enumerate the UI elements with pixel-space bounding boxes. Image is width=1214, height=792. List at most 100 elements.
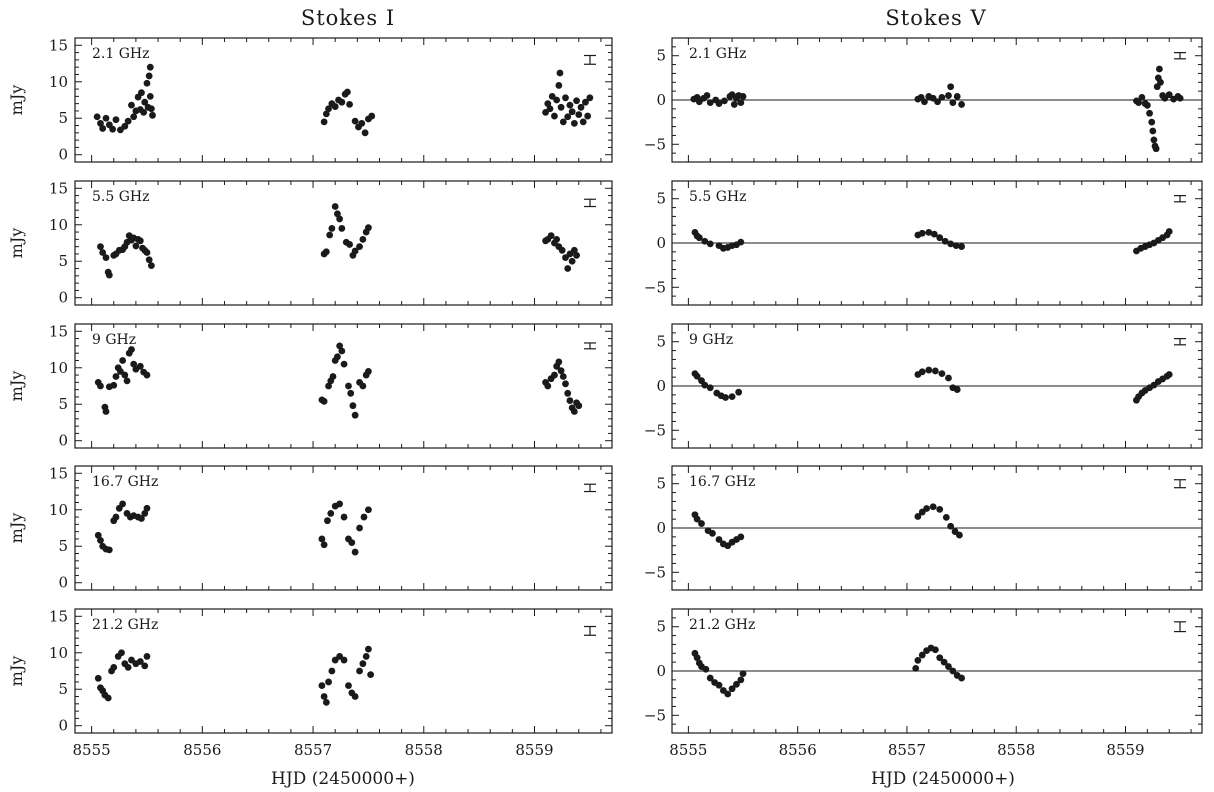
data-point (949, 667, 957, 675)
y-tick-label: 0 (58, 717, 68, 735)
y-tick-label: −5 (644, 421, 666, 439)
data-point (130, 360, 138, 368)
data-point (693, 515, 701, 523)
y-tick-label: 5 (58, 537, 68, 555)
data-point (97, 382, 104, 390)
data-points (94, 645, 375, 706)
data-point (958, 674, 965, 682)
data-point (958, 101, 965, 108)
data-points (94, 342, 583, 419)
data-point (104, 694, 112, 702)
data-point (94, 674, 102, 682)
column-title-stokes-i: Stokes I (301, 6, 395, 30)
data-point (570, 119, 578, 127)
data-point (566, 101, 574, 109)
data-point (555, 82, 563, 89)
data-point (320, 118, 328, 126)
data-point (559, 118, 567, 126)
y-tick-label: 10 (49, 501, 68, 519)
y-tick-label: 0 (656, 234, 666, 252)
data-point (558, 246, 566, 254)
x-tick-label: 8557 (888, 741, 926, 759)
data-point (112, 373, 120, 380)
data-point (914, 513, 922, 520)
data-point (346, 100, 353, 108)
error-bar (584, 625, 596, 636)
data-point (566, 397, 574, 404)
data-point (582, 98, 589, 106)
data-point (703, 92, 711, 99)
data-point (936, 506, 944, 513)
data-point (555, 358, 563, 366)
error-bar (584, 54, 596, 65)
data-point (128, 101, 135, 109)
data-point (584, 112, 592, 120)
data-point (693, 372, 701, 380)
data-point (568, 108, 576, 116)
data-point (140, 109, 148, 116)
y-tick-label: −5 (644, 706, 666, 724)
data-point (735, 388, 743, 396)
data-point (737, 99, 745, 107)
error-bar (1174, 52, 1186, 60)
x-tick-label: 8556 (183, 741, 221, 759)
data-point (121, 122, 129, 130)
panel-stokes-v-9-ghz: −5 0 5 9 GHz (644, 323, 1203, 449)
panel-stokes-i-9-ghz: 0 5 10 15 mJy 9 GHz (7, 322, 613, 450)
data-point (925, 228, 933, 236)
data-point (701, 381, 709, 389)
panel-stokes-v-21-2-ghz: 8555 8556 8557 8558 8559 −5 0 5 21.2 GHz (644, 608, 1203, 759)
data-point (551, 112, 558, 120)
band-label: 21.2 GHz (689, 617, 755, 633)
data-point (931, 646, 939, 654)
data-point (936, 234, 944, 242)
data-points (97, 203, 580, 279)
band-label: 9 GHz (92, 332, 136, 348)
data-point (331, 103, 339, 110)
data-point (702, 665, 710, 673)
y-tick-label: 5 (656, 475, 666, 493)
data-point (141, 662, 149, 670)
data-point (365, 506, 372, 514)
data-point (351, 693, 359, 700)
data-point (956, 531, 963, 539)
y-tick-label: 10 (49, 644, 68, 662)
data-point (99, 249, 107, 256)
data-point (1165, 228, 1173, 235)
data-point (553, 96, 561, 104)
data-point (145, 256, 153, 264)
data-point (931, 367, 939, 375)
data-point (132, 242, 140, 250)
data-point (351, 411, 359, 419)
data-point (577, 103, 585, 111)
data-point (136, 362, 144, 370)
data-point (97, 119, 104, 127)
y-tick-label: −5 (644, 278, 666, 296)
data-point (1138, 93, 1146, 101)
data-point (119, 500, 127, 508)
data-point (942, 513, 950, 521)
data-point (562, 94, 569, 102)
data-point (921, 98, 928, 106)
data-point (97, 537, 104, 544)
band-label: 16.7 GHz (689, 474, 755, 490)
data-points (93, 63, 594, 137)
data-point (340, 656, 348, 664)
data-point (360, 513, 368, 521)
data-point (359, 660, 367, 668)
x-tick-label: 8555 (669, 741, 707, 759)
data-point (695, 234, 703, 242)
data-point (1135, 99, 1143, 107)
panel-frame (74, 180, 613, 306)
data-point (953, 93, 961, 100)
data-point (343, 88, 351, 96)
data-point (351, 548, 359, 556)
y-tick-label: −5 (644, 563, 666, 581)
data-point (336, 215, 344, 223)
y-tick-label: 0 (656, 377, 666, 395)
data-point (143, 249, 151, 256)
data-point (1152, 145, 1160, 153)
data-point (322, 248, 330, 256)
data-point (340, 360, 348, 368)
data-point (938, 370, 946, 377)
